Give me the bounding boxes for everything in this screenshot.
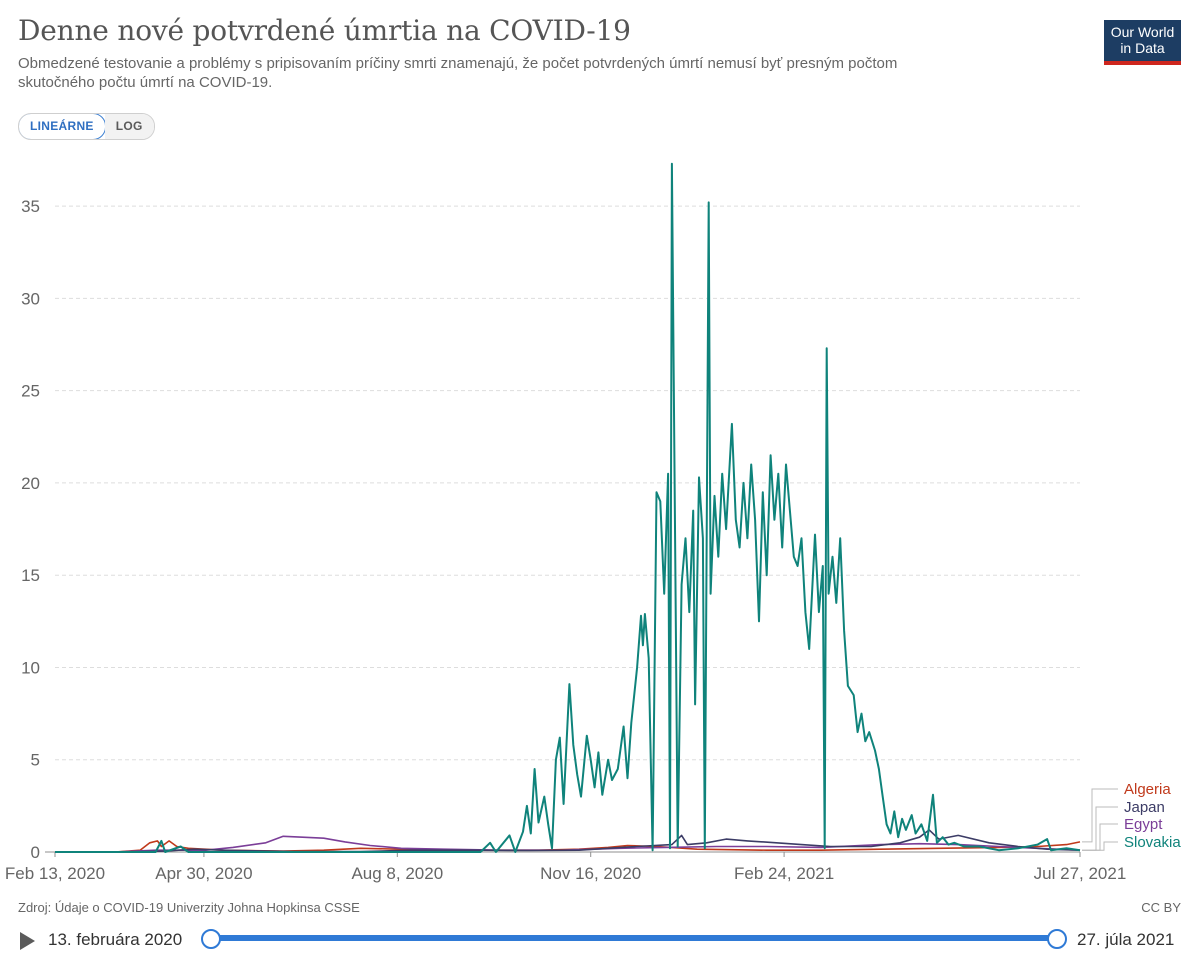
- legend-connector: [1082, 788, 1118, 843]
- x-tick-label: Nov 16, 2020: [540, 864, 641, 883]
- timeline-end-handle[interactable]: [1047, 929, 1067, 949]
- y-tick-label: 20: [21, 474, 40, 493]
- x-axis-ticks: Feb 13, 2020 Apr 30, 2020 Aug 8, 2020 Nov 1…: [5, 852, 1126, 883]
- legend-label-japan: Japan: [1124, 799, 1165, 816]
- x-tick-label: Feb 13, 2020: [5, 864, 105, 883]
- x-tick-label: Aug 8, 2020: [351, 864, 443, 883]
- legend-label-egypt: Egypt: [1124, 816, 1163, 833]
- play-icon[interactable]: [20, 932, 35, 950]
- y-axis-ticks: 0 5 10 15 20 25 30 35: [21, 197, 40, 862]
- y-tick-label: 35: [21, 197, 40, 216]
- timeline-start-label: 13. februára 2020: [48, 930, 183, 949]
- y-tick-label: 10: [21, 658, 40, 677]
- series-lines: [55, 162, 1081, 853]
- log-scale-button[interactable]: LOG: [104, 114, 154, 139]
- x-tick-label: Jul 27, 2021: [1034, 864, 1127, 883]
- grid-lines: [45, 205, 1080, 853]
- y-tick-label: 30: [21, 289, 40, 308]
- timeline-start-handle[interactable]: [201, 929, 221, 949]
- y-tick-label: 25: [21, 382, 40, 401]
- y-tick-label: 0: [31, 843, 40, 862]
- legend-connector: [1082, 823, 1118, 851]
- linear-scale-button[interactable]: LINEÁRNE: [18, 114, 106, 139]
- license-link[interactable]: CC BY: [1141, 900, 1181, 915]
- y-tick-label: 15: [21, 566, 40, 585]
- x-tick-label: Feb 24, 2021: [734, 864, 834, 883]
- x-tick-label: Apr 30, 2020: [155, 864, 252, 883]
- logo-line-2: in Data: [1120, 40, 1165, 56]
- chart-subtitle: Obmedzené testovanie a problémy s pripis…: [18, 55, 898, 91]
- chart-title: Denne nové potvrdené úmrtia na COVID-19: [18, 14, 631, 47]
- timeline-end-label: 27. júla 2021: [1077, 930, 1175, 949]
- scale-toggle: LINEÁRNE LOG: [18, 113, 155, 140]
- owid-logo[interactable]: Our World in Data: [1104, 20, 1181, 65]
- legend-label-algeria: Algeria: [1124, 781, 1171, 798]
- timeline-range: [210, 935, 1058, 941]
- timeline-control: 13. februára 2020 27. júla 2021: [18, 928, 1188, 952]
- legend-label-slovakia: Slovakia: [1124, 834, 1181, 851]
- source-note[interactable]: Zdroj: Údaje o COVID-19 Univerzity Johna…: [18, 900, 360, 915]
- series-line-slovakia: [55, 162, 1081, 853]
- logo-line-1: Our World: [1110, 24, 1175, 40]
- legend-connector: [1082, 841, 1118, 851]
- y-tick-label: 5: [31, 751, 40, 770]
- line-chart: 0 5 10 15 20 25 30 35 Feb 13, 2020 Apr 30, 2020 A…: [5, 162, 1181, 883]
